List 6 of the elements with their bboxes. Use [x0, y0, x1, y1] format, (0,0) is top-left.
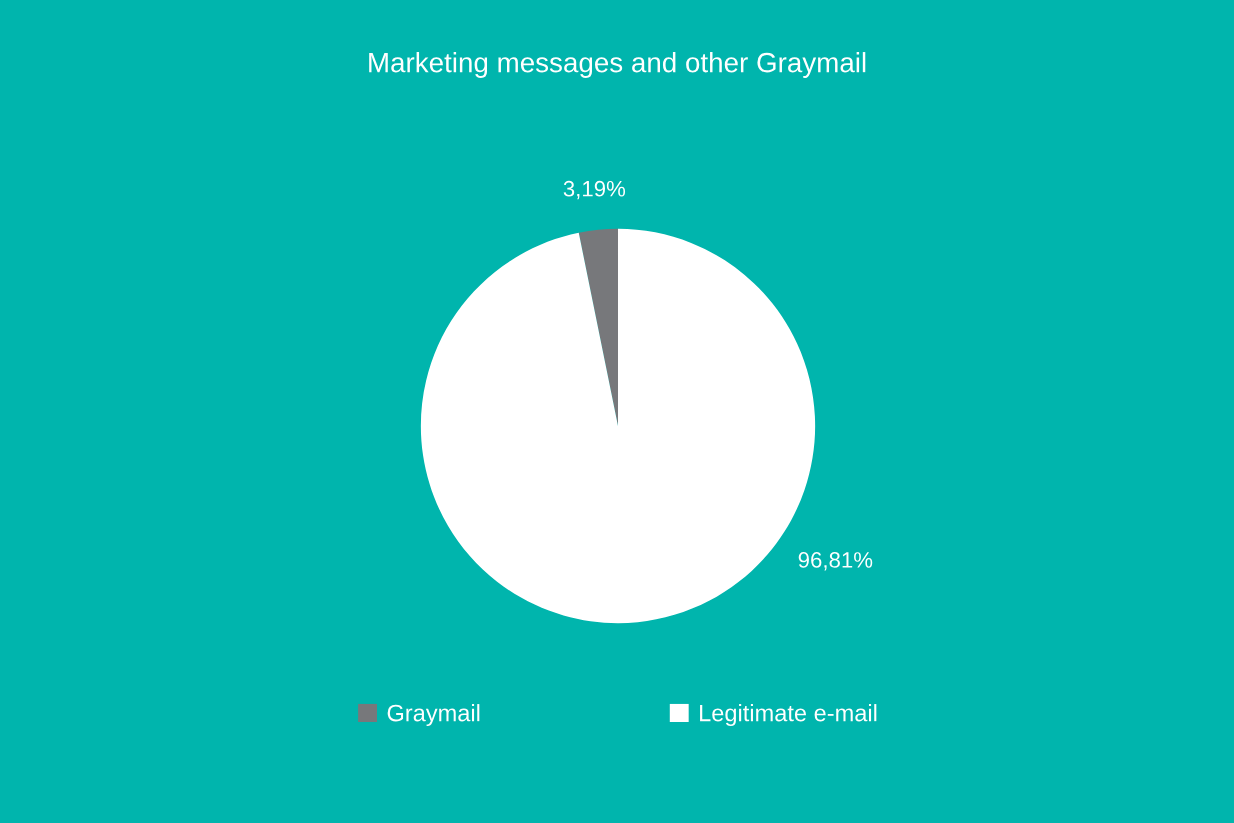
legend-label: Legitimate e-mail [700, 704, 877, 727]
pie-slice [578, 228, 618, 426]
data-label: 96,81% [798, 552, 873, 571]
data-label: 3,19% [563, 180, 626, 200]
legend-label: Graymail [387, 704, 480, 727]
chart-title: Marketing messages and other Graymail [369, 52, 866, 78]
